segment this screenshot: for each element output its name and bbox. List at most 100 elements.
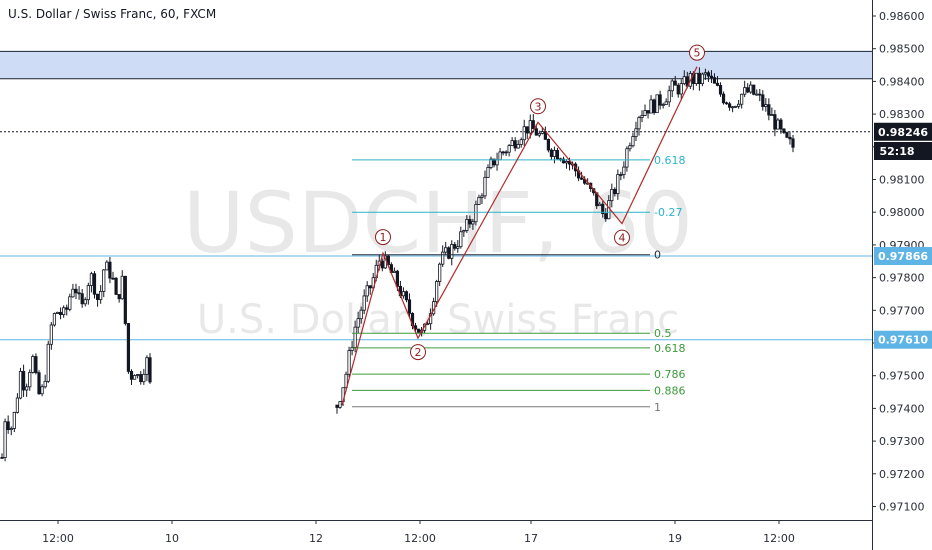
candle-body [773, 114, 777, 130]
time-axis[interactable]: 12:00 10 12 12:00 17 19 12:00 [0, 520, 872, 545]
candle [15, 393, 20, 414]
candle-body [31, 356, 35, 373]
candle [83, 297, 87, 307]
candle-body [368, 285, 372, 289]
wave-marker [410, 344, 426, 361]
candle [758, 88, 762, 102]
price-axis[interactable]: 0.97100 0.97200 0.97300 0.97400 0.97500 0.976… [872, 0, 925, 550]
candle [715, 76, 720, 87]
candle-body [555, 150, 560, 160]
candle [643, 104, 647, 117]
candle-body [459, 231, 463, 248]
candle [447, 246, 451, 260]
candle [58, 307, 63, 320]
elliott-wave-count: 1 2 3 4 5 [341, 44, 705, 406]
candle [28, 369, 32, 391]
candle-body [601, 203, 605, 215]
candle-body [610, 189, 614, 202]
countdown-label: 52:18 [879, 145, 914, 158]
candle [142, 368, 146, 385]
candle [628, 142, 632, 152]
candle [92, 271, 97, 299]
candle-body [483, 176, 487, 197]
candle [129, 369, 134, 385]
candle-body [743, 87, 747, 95]
candle-body [658, 94, 662, 106]
resistance-zone [0, 51, 872, 79]
candle-body [510, 140, 514, 147]
candle-body [637, 117, 641, 130]
candle-body [18, 371, 23, 399]
candle-body [453, 244, 457, 249]
candle-body [580, 177, 584, 180]
candle-body [353, 326, 357, 348]
candle [776, 118, 780, 130]
candle [580, 171, 584, 181]
candle-body [764, 104, 768, 107]
candle-body [474, 204, 478, 223]
candle-body [755, 93, 759, 96]
candle-body [74, 288, 78, 294]
candle [740, 93, 744, 109]
candle [764, 98, 768, 112]
candle-body [9, 428, 13, 430]
candle [474, 200, 478, 226]
candle [670, 78, 674, 98]
candle-body [649, 99, 653, 114]
candle [0, 453, 4, 459]
candle-body [682, 76, 686, 84]
candle-body [465, 219, 469, 231]
candle [788, 131, 792, 145]
candle-body [62, 307, 66, 315]
candle-body [111, 277, 115, 280]
time-tick-label: 12:00 [404, 532, 436, 545]
candle [610, 183, 614, 208]
candle-body [132, 375, 137, 380]
candle-body [148, 357, 152, 383]
candle [489, 156, 493, 170]
candle-body [664, 101, 668, 105]
candle [86, 282, 90, 305]
wave-label: 1 [380, 231, 387, 244]
candle-body [365, 285, 369, 297]
candle-body [83, 299, 87, 305]
candle [77, 286, 81, 300]
candle-body [715, 82, 720, 86]
candle [510, 137, 514, 147]
candle [136, 373, 140, 379]
candle-body [670, 80, 674, 92]
time-tick-label: 10 [165, 532, 179, 545]
candle-body [752, 84, 756, 95]
chart-title: U.S. Dollar / Swiss Franc, 60, FXCM [8, 7, 217, 21]
candle [362, 289, 366, 315]
candle [102, 269, 106, 298]
candle-body [392, 270, 396, 273]
candle [31, 354, 35, 374]
candle-body [105, 261, 109, 271]
candle-body [604, 213, 608, 220]
candle-body [450, 244, 454, 259]
candle-body [643, 110, 647, 116]
candle [468, 215, 472, 229]
candle [416, 328, 421, 333]
line-upper-badge-bg [874, 247, 932, 266]
candle-body [507, 145, 511, 153]
candle [679, 79, 683, 100]
candle-body [15, 397, 20, 413]
candle [401, 287, 406, 299]
fib-lower-label: 1 [654, 401, 661, 414]
candle [71, 283, 75, 298]
candle [139, 371, 143, 385]
candle-body [55, 311, 60, 314]
candle-body [95, 293, 100, 301]
candle-body [480, 195, 484, 198]
candle-body [92, 273, 97, 295]
candle-body [471, 221, 475, 225]
candle [782, 128, 786, 135]
candle-body [441, 251, 445, 265]
candle [365, 281, 369, 302]
candle-body [655, 94, 659, 114]
candle [359, 306, 363, 324]
candle-body [129, 370, 134, 380]
